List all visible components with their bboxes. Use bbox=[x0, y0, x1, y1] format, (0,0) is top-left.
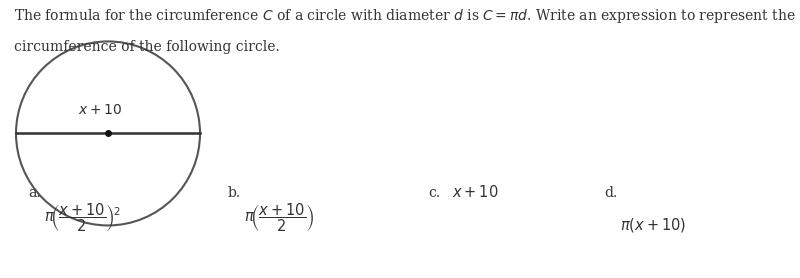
Text: $\pi(x+10)$: $\pi(x+10)$ bbox=[620, 215, 686, 234]
Text: $\pi\!\left(\dfrac{x+10}{2}\right)^{\!2}$: $\pi\!\left(\dfrac{x+10}{2}\right)^{\!2}… bbox=[44, 201, 121, 234]
Text: The formula for the circumference $C$ of a circle with diameter $d$ is $C = \pi : The formula for the circumference $C$ of… bbox=[14, 7, 796, 25]
Text: c.: c. bbox=[428, 186, 440, 200]
Text: b.: b. bbox=[228, 186, 241, 200]
Text: $\pi\!\left(\dfrac{x+10}{2}\right)$: $\pi\!\left(\dfrac{x+10}{2}\right)$ bbox=[244, 201, 314, 234]
Text: a.: a. bbox=[28, 186, 41, 200]
Text: d.: d. bbox=[604, 186, 618, 200]
Text: $x + 10$: $x + 10$ bbox=[452, 184, 498, 200]
Text: $x + 10$: $x + 10$ bbox=[78, 103, 122, 117]
Text: circumference of the following circle.: circumference of the following circle. bbox=[14, 40, 280, 54]
